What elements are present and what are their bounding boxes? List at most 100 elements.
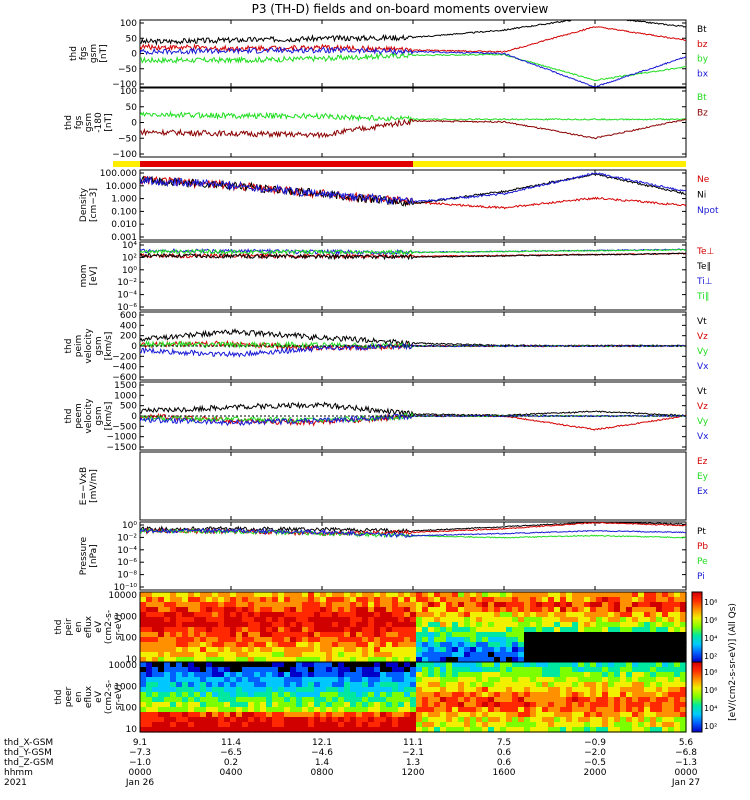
spectrogram-cell xyxy=(284,652,291,658)
spectrogram-cell xyxy=(452,667,459,673)
spectrogram-cell xyxy=(668,612,675,618)
spectrogram-cell xyxy=(554,672,561,678)
spectrogram-cell xyxy=(500,687,507,693)
spectrogram-cell xyxy=(614,702,621,708)
spectrogram-cell xyxy=(212,592,219,598)
spectrogram-cell xyxy=(554,627,561,633)
spectrogram-cell xyxy=(152,652,159,658)
spectrogram-cell xyxy=(188,667,195,673)
spectrogram-cell xyxy=(350,672,357,678)
spectrogram-cell xyxy=(338,647,345,653)
spectrogram-cell xyxy=(194,687,201,693)
spectrogram-cell xyxy=(608,627,615,633)
spectrogram-cell xyxy=(488,612,495,618)
spectrogram-cell xyxy=(164,647,171,653)
spectrogram-cell xyxy=(422,707,429,713)
spectrogram-cell xyxy=(398,722,405,728)
spectrogram-cell xyxy=(434,687,441,693)
series-by xyxy=(140,51,686,82)
spectrogram-cell xyxy=(272,617,279,623)
spectrogram-cell xyxy=(146,652,153,658)
spectrogram-cell xyxy=(680,627,687,633)
spectrogram-cell xyxy=(146,702,153,708)
spectrogram-cell xyxy=(332,707,339,713)
spectrogram-cell xyxy=(650,607,657,613)
series-pt xyxy=(140,522,686,534)
spectrogram-cell xyxy=(416,682,423,688)
spectrogram-cell xyxy=(140,727,147,733)
spectrogram-cell xyxy=(650,617,657,623)
spectrogram-cell xyxy=(374,617,381,623)
y-axis-label-line: fgs xyxy=(79,46,89,60)
spectrogram-cell xyxy=(608,697,615,703)
spectrogram-cell xyxy=(668,717,675,723)
spectrogram-cell xyxy=(296,652,303,658)
spectrogram-cell xyxy=(392,667,399,673)
spectrogram-cell xyxy=(206,717,213,723)
spectrogram-cell xyxy=(512,637,519,643)
spectrogram-cell xyxy=(536,652,543,658)
spectrogram-cell xyxy=(248,697,255,703)
spectrogram-cell xyxy=(650,642,657,648)
spectrogram-cell xyxy=(614,642,621,648)
spectrogram-cell xyxy=(674,637,681,643)
spectrogram-cell xyxy=(284,602,291,608)
spectrogram-cell xyxy=(674,652,681,658)
spectrogram-cell xyxy=(440,702,447,708)
spectrogram-cell xyxy=(470,707,477,713)
spectrogram-cell xyxy=(620,692,627,698)
spectrogram-cell xyxy=(536,612,543,618)
spectrogram-cell xyxy=(680,597,687,603)
spectrogram-cell xyxy=(662,672,669,678)
spectrogram-cell xyxy=(230,592,237,598)
spectrogram-cell xyxy=(338,627,345,633)
spectrogram-cell xyxy=(518,592,525,598)
spectrogram-cell xyxy=(194,642,201,648)
spectrogram-cell xyxy=(392,702,399,708)
spectrogram-cell xyxy=(194,652,201,658)
spectrogram-cell xyxy=(236,632,243,638)
spectrogram-cell xyxy=(194,647,201,653)
spectrogram-cell xyxy=(218,597,225,603)
spectrogram-cell xyxy=(332,652,339,658)
spectrogram-cell xyxy=(422,612,429,618)
spectrogram-cell xyxy=(218,657,225,663)
spectrogram-cell xyxy=(464,597,471,603)
spectrogram-cell xyxy=(284,702,291,708)
spectrogram-cell xyxy=(284,647,291,653)
spectrogram-cell xyxy=(326,607,333,613)
spectrogram-cell xyxy=(500,702,507,708)
spectrogram-cell xyxy=(584,597,591,603)
spectrogram-cell xyxy=(512,622,519,628)
spectrogram-cell xyxy=(320,602,327,608)
spectrogram-cell xyxy=(326,672,333,678)
spectrogram-cell xyxy=(572,632,579,638)
spectrogram-cell xyxy=(314,682,321,688)
spectrogram-cell xyxy=(452,692,459,698)
spectrogram-cell xyxy=(302,642,309,648)
spectrogram-cell xyxy=(494,712,501,718)
spectrogram-cell xyxy=(344,712,351,718)
spectrogram-cell xyxy=(350,727,357,733)
spectrogram-cell xyxy=(602,657,609,663)
spectrogram-cell xyxy=(224,657,231,663)
spectrogram-cell xyxy=(566,592,573,598)
spectrogram-cell xyxy=(446,667,453,673)
spectrogram-cell xyxy=(644,617,651,623)
spectrogram-cell xyxy=(254,647,261,653)
spectrogram-cell xyxy=(650,722,657,728)
spectrogram-cell xyxy=(608,632,615,638)
spectrogram-cell xyxy=(176,617,183,623)
spectrogram-cell xyxy=(632,597,639,603)
y-axis-label-line: velocity xyxy=(84,328,94,364)
spectrogram-cell xyxy=(284,682,291,688)
spectrogram-cell xyxy=(398,647,405,653)
spectrogram-cell xyxy=(584,622,591,628)
spectrogram-cell xyxy=(332,662,339,668)
spectrogram-cell xyxy=(560,697,567,703)
spectrogram-cell xyxy=(332,692,339,698)
spectrogram-cell xyxy=(368,622,375,628)
spectrogram-cell xyxy=(410,627,417,633)
spectrogram-cell xyxy=(488,662,495,668)
spectrogram-cell xyxy=(608,592,615,598)
